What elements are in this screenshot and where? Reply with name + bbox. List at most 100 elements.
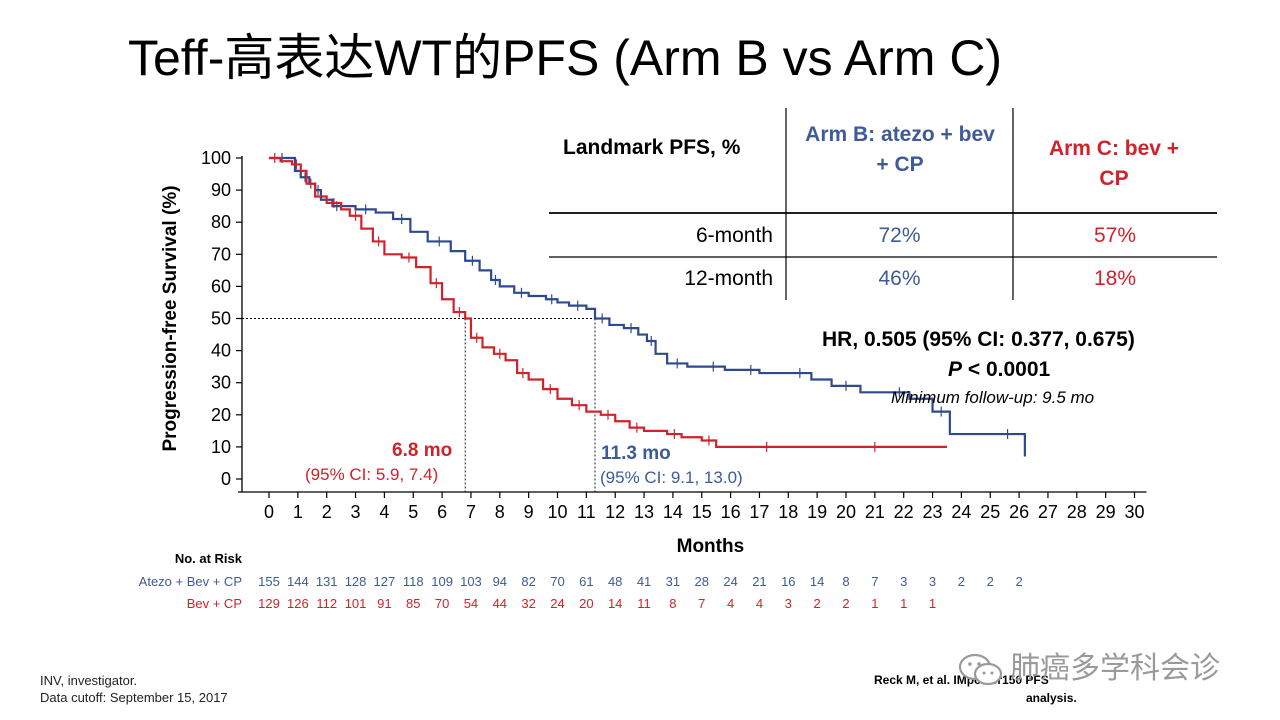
table-header-arm-b: Arm B: atezo + bev + CP (805, 123, 995, 176)
x-tick-label: 15 (692, 502, 712, 522)
risk-count: 101 (345, 596, 367, 611)
x-tick-label: 28 (1067, 502, 1087, 522)
risk-count: 24 (723, 574, 737, 589)
risk-count: 3 (929, 574, 936, 589)
x-tick-label: 27 (1038, 502, 1058, 522)
slide-title: Teff-高表达WT的PFS (Arm B vs Arm C) (128, 30, 1003, 86)
risk-count: 2 (842, 596, 849, 611)
x-tick-label: 30 (1124, 502, 1144, 522)
y-tick-label: 60 (211, 276, 231, 296)
x-tick-label: 21 (865, 502, 885, 522)
watermark: 肺癌多学科会诊 (958, 643, 1220, 687)
table-header-arm-c: Arm C: bev + CP (1048, 137, 1180, 190)
risk-count: 41 (637, 574, 651, 589)
x-tick-label: 11 (577, 502, 596, 522)
reference-line: Reck M, et al. IMpower150 PFS (874, 673, 1049, 687)
risk-count: 109 (431, 574, 453, 589)
x-tick-label: 23 (923, 502, 943, 522)
risk-count: 128 (345, 574, 367, 589)
median-arm-b-ci: (95% CI: 9.1, 13.0) (600, 468, 743, 487)
risk-count: 82 (521, 574, 535, 589)
x-tick-label: 7 (466, 502, 476, 522)
risk-row-label: Atezo + Bev + CP (139, 574, 242, 589)
p-number: < 0.0001 (962, 358, 1051, 381)
table-header-label: Landmark PFS, % (563, 136, 741, 159)
risk-count: 103 (460, 574, 482, 589)
x-tick-label: 6 (437, 502, 447, 522)
risk-count: 24 (550, 596, 564, 611)
footer-line: Data cutoff: September 15, 2017 (40, 690, 228, 705)
x-tick-label: 10 (547, 502, 567, 522)
hazard-ratio: HR, 0.505 (95% CI: 0.377, 0.675) (822, 328, 1135, 351)
risk-row-label: Bev + CP (187, 596, 242, 611)
risk-count: 112 (316, 596, 337, 611)
x-tick-label: 5 (408, 502, 418, 522)
risk-count: 94 (493, 574, 507, 589)
x-tick-label: 3 (351, 502, 361, 522)
x-tick-label: 29 (1096, 502, 1116, 522)
x-tick-label: 14 (663, 502, 683, 522)
y-tick-label: 20 (211, 405, 231, 425)
risk-count: 7 (698, 596, 705, 611)
risk-count: 31 (666, 574, 680, 589)
x-tick-label: 17 (749, 502, 769, 522)
y-tick-label: 100 (201, 148, 231, 168)
risk-table-title: No. at Risk (175, 551, 243, 566)
risk-count: 1 (929, 596, 936, 611)
table-cell-arm-b: 46% (878, 267, 921, 290)
table-row-label: 12-month (684, 267, 773, 290)
risk-count: 3 (785, 596, 792, 611)
risk-count: 4 (727, 596, 734, 611)
risk-count: 14 (608, 596, 622, 611)
x-tick-label: 19 (807, 502, 827, 522)
risk-count: 131 (316, 574, 338, 589)
x-tick-label: 24 (951, 502, 971, 522)
risk-count: 126 (287, 596, 309, 611)
x-tick-label: 26 (1009, 502, 1029, 522)
p-value: P < 0.0001 (948, 358, 1050, 382)
reference-line: analysis. (1026, 691, 1077, 705)
risk-count: 4 (756, 596, 763, 611)
table-row-label: 6-month (695, 224, 773, 247)
y-tick-label: 40 (211, 341, 231, 361)
risk-count: 85 (406, 596, 420, 611)
risk-count: 20 (579, 596, 593, 611)
landmark-table-lines (549, 108, 1217, 300)
risk-count: 70 (435, 596, 449, 611)
x-tick-label: 8 (495, 502, 505, 522)
x-tick-label: 4 (379, 502, 389, 522)
risk-count: 127 (374, 574, 396, 589)
x-tick-label: 22 (894, 502, 914, 522)
x-tick-label: 20 (836, 502, 856, 522)
x-axis-title: Months (677, 536, 745, 557)
y-tick-label: 10 (211, 437, 231, 457)
reference: Reck M, et al. IMpower150 PFS analysis. (874, 671, 1077, 707)
y-tick-label: 0 (221, 469, 231, 489)
y-axis-title: Progression-free Survival (%) (160, 185, 181, 451)
risk-count: 1 (871, 596, 878, 611)
y-tick-label: 50 (211, 309, 231, 329)
risk-count: 2 (987, 574, 994, 589)
risk-count: 54 (464, 596, 478, 611)
risk-count: 91 (377, 596, 391, 611)
footer-line: INV, investigator. (40, 673, 138, 688)
risk-count: 2 (814, 596, 821, 611)
table-cell-arm-c: 57% (1093, 224, 1137, 247)
wechat-icon (958, 653, 1003, 685)
risk-count: 70 (550, 574, 564, 589)
x-tick-label: 0 (264, 502, 274, 522)
risk-count: 1 (900, 596, 907, 611)
median-arm-c-value: 6.8 mo (392, 440, 453, 461)
risk-count: 21 (752, 574, 766, 589)
risk-count: 44 (493, 596, 507, 611)
x-tick-label: 13 (634, 502, 654, 522)
risk-count: 11 (637, 596, 651, 611)
risk-count: 129 (258, 596, 280, 611)
watermark-text: 肺癌多学科会诊 (1010, 651, 1220, 686)
x-tick-label: 18 (778, 502, 798, 522)
risk-count: 61 (579, 574, 593, 589)
x-tick-label: 1 (293, 502, 303, 522)
risk-count: 14 (810, 574, 824, 589)
footer-notes: INV, investigator. Data cutoff: Septembe… (40, 672, 228, 706)
